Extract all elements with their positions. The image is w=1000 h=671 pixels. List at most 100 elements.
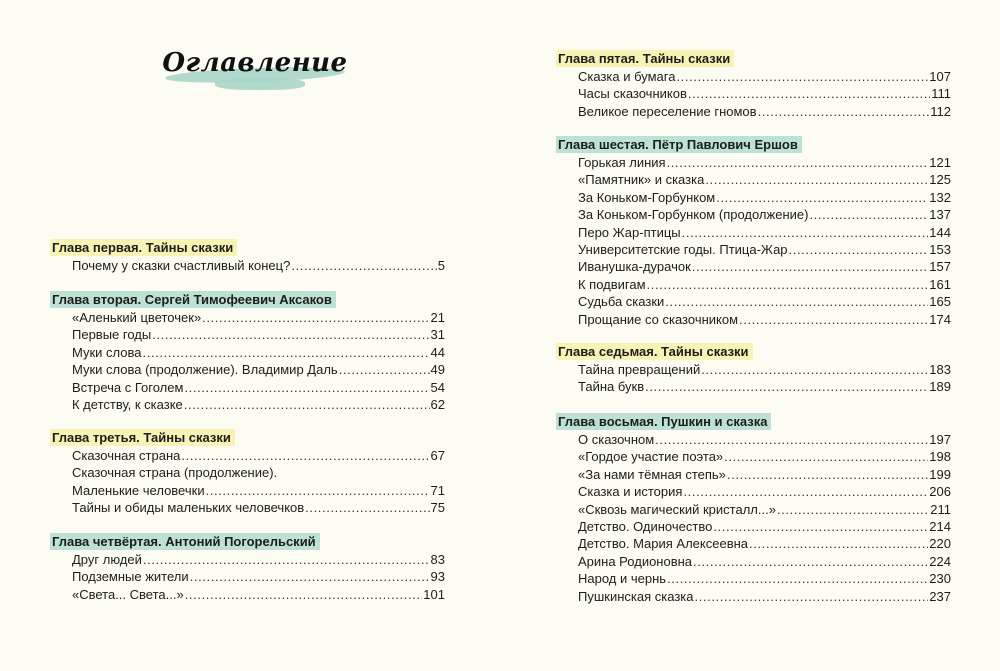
entry-title: Муки слова (продолжение). Владимир Даль — [72, 362, 338, 378]
page-number: 132 — [929, 189, 951, 205]
dot-leader — [739, 311, 928, 328]
toc-entry[interactable]: Сказочная страна 67 — [72, 447, 445, 464]
entry-title: Муки слова — [72, 344, 142, 360]
toc-entry[interactable]: Часы сказочников 111 — [578, 85, 951, 102]
toc-entry[interactable]: «За нами тёмная степь» 199 — [578, 466, 951, 483]
page-number: 101 — [423, 586, 445, 602]
page-number: 199 — [929, 466, 951, 482]
toc-entry[interactable]: К подвигам 161 — [578, 276, 951, 293]
entry-title: За Коньком-Горбунком — [578, 189, 716, 205]
toc-chapter: Глава шестая. Пётр Павлович Ершов Горькая… — [556, 136, 951, 328]
toc-entry[interactable]: Детство. Мария Алексеевна 220 — [578, 535, 951, 552]
entry-title: К детству, к сказке — [72, 397, 183, 413]
page-number: 183 — [929, 362, 951, 377]
chapter-heading[interactable]: Глава четвёртая. Антоний Погорельский — [50, 533, 320, 551]
toc-entry[interactable]: Перо Жар-птицы 144 — [578, 224, 951, 241]
page-title: Оглавление — [162, 48, 348, 78]
page-number: 153 — [929, 242, 951, 258]
dot-leader — [789, 241, 929, 258]
toc-entry[interactable]: Сказка и бумага 107 — [578, 68, 951, 85]
title-brush-stroke — [215, 78, 305, 90]
entry-title: «Гордое участие поэта» — [578, 449, 724, 465]
toc-entry[interactable]: Муки слова (продолжение). Владимир Даль 4… — [72, 361, 445, 378]
toc-entry[interactable]: О сказочном 197 — [578, 431, 951, 448]
dot-leader — [749, 535, 928, 552]
chapter-heading[interactable]: Глава восьмая. Пушкин и сказка — [556, 413, 772, 431]
toc-entry[interactable]: Арина Родионовна 224 — [578, 553, 951, 570]
dot-leader — [655, 431, 928, 448]
page-number: 93 — [430, 569, 445, 585]
dot-leader — [701, 361, 928, 378]
toc-entry[interactable]: Почему у сказки счастливый конец? 5 — [72, 257, 445, 274]
dot-leader — [143, 551, 430, 568]
chapter-heading[interactable]: Глава вторая. Сергей Тимофеевич Аксаков — [50, 291, 336, 309]
toc-entry[interactable]: Встреча с Гоголем 54 — [72, 379, 445, 396]
entry-title: «Аленький цветочек» — [72, 310, 202, 325]
toc-entry[interactable]: «Памятник» и сказка 125 — [578, 171, 951, 188]
entry-title: Сказка и история — [578, 484, 683, 500]
entry-title: Встреча с Гоголем — [72, 379, 184, 395]
entry-title: Иванушка-дурачок — [578, 259, 691, 275]
chapter-heading[interactable]: Глава шестая. Пётр Павлович Ершов — [556, 136, 802, 154]
dot-leader — [716, 189, 928, 206]
page-number: 21 — [430, 310, 445, 325]
toc-entry[interactable]: «Сквозь магический кристалл...» 211 — [578, 501, 951, 518]
toc-entry[interactable]: Тайна превращений 183 — [578, 361, 951, 378]
toc-entry[interactable]: К детству, к сказке 62 — [72, 396, 445, 413]
toc-chapter: Глава восьмая. Пушкин и сказка О сказочно… — [556, 413, 951, 605]
toc-entry[interactable]: Судьба сказки 165 — [578, 293, 951, 310]
toc-entry[interactable]: Муки слова 44 — [72, 344, 445, 361]
entry-title: «Сквозь магический кристалл...» — [578, 501, 776, 517]
dot-leader — [184, 396, 430, 413]
entry-title: Тайна букв — [578, 379, 645, 395]
dot-leader — [688, 85, 930, 102]
entry-title: «Света... Света...» — [72, 586, 184, 602]
chapter-heading[interactable]: Глава первая. Тайны сказки — [50, 239, 238, 257]
entry-title: Друг людей — [72, 552, 142, 567]
toc-entry[interactable]: Друг людей 83 — [72, 551, 445, 568]
page-number: 107 — [929, 69, 951, 84]
toc-entry[interactable]: Прощание со сказочником 174 — [578, 311, 951, 328]
dot-leader — [645, 378, 928, 395]
toc-entry[interactable]: Пушкинская сказка 237 — [578, 588, 951, 605]
chapter-heading[interactable]: Глава седьмая. Тайны сказки — [556, 343, 753, 361]
toc-entry[interactable]: Иванушка-дурачок 157 — [578, 258, 951, 275]
toc-entry[interactable]: Маленькие человечки 71 — [72, 482, 445, 499]
toc-entry[interactable]: Университетские годы. Птица-Жар 153 — [578, 241, 951, 258]
toc-entry[interactable]: Подземные жители 93 — [72, 568, 445, 585]
toc-entry[interactable]: Тайны и обиды маленьких человечков 75 — [72, 499, 445, 516]
toc-entry[interactable]: Великое переселение гномов 112 — [578, 103, 951, 120]
chapter-heading[interactable]: Глава третья. Тайны сказки — [50, 429, 235, 447]
toc-entry[interactable]: «Гордое участие поэта» 198 — [578, 448, 951, 465]
toc-chapter: Глава пятая. Тайны сказки Сказка и бумага… — [556, 50, 951, 120]
page-number: 197 — [929, 432, 951, 447]
toc-entry[interactable]: За Коньком-Горбунком (продолжение) 137 — [578, 206, 951, 223]
dot-leader — [758, 103, 930, 120]
toc-entry[interactable]: Сказочная страна (продолжение). — [72, 464, 445, 481]
page-number: 75 — [430, 500, 445, 516]
page-number: 237 — [929, 588, 951, 604]
dot-leader — [713, 518, 928, 535]
entry-title: Перо Жар-птицы — [578, 224, 681, 240]
toc-entry[interactable]: За Коньком-Горбунком 132 — [578, 189, 951, 206]
chapter-heading[interactable]: Глава пятая. Тайны сказки — [556, 50, 735, 68]
toc-entry[interactable]: Горькая линия 121 — [578, 154, 951, 171]
toc-entry[interactable]: Первые годы 31 — [72, 326, 445, 343]
entry-title: Тайны и обиды маленьких человечков — [72, 500, 305, 516]
toc-entry[interactable]: Тайна букв 189 — [578, 378, 951, 395]
dot-leader — [682, 224, 929, 241]
toc-chapter: Глава вторая. Сергей Тимофеевич Аксаков «… — [50, 291, 445, 413]
toc-entry[interactable]: Детство. Одиночество 214 — [578, 518, 951, 535]
toc-entry[interactable]: Народ и чернь 230 — [578, 570, 951, 587]
page-number: 111 — [931, 86, 951, 102]
entry-title: Детство. Мария Алексеевна — [578, 536, 749, 552]
toc-chapter: Глава третья. Тайны сказки Сказочная стра… — [50, 429, 445, 517]
page-number: 121 — [929, 155, 951, 170]
page-number: 220 — [929, 536, 951, 552]
dot-leader — [724, 448, 928, 465]
toc-entry[interactable]: «Аленький цветочек» 21 — [72, 309, 445, 326]
page-number: 206 — [929, 484, 951, 500]
entry-title: К подвигам — [578, 276, 646, 292]
toc-entry[interactable]: Сказка и история 206 — [578, 483, 951, 500]
toc-entry[interactable]: «Света... Света...» 101 — [72, 586, 445, 603]
